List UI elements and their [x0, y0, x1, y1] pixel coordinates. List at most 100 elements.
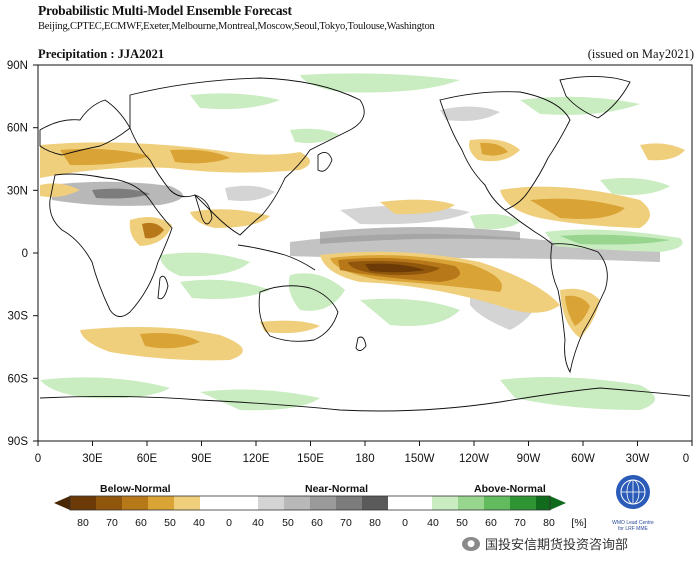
legend-swatch: [258, 496, 284, 510]
lon-label: 60W: [571, 453, 595, 465]
newzealand-coast: [355, 336, 367, 351]
lat-label-eq: 0: [22, 248, 28, 260]
above-normal-patch: [200, 389, 320, 411]
legend-tick: 70: [106, 517, 118, 529]
lon-label: 180: [355, 453, 374, 465]
chart-title: Probabilistic Multi-Model Ensemble Forec…: [38, 3, 292, 18]
wmo-logo-text: WMO Lead Centre for LRF MME: [612, 520, 654, 532]
legend-swatch: [432, 496, 458, 510]
legend-swatch: [536, 496, 550, 510]
legend-tick: 60: [135, 517, 147, 529]
lat-label-30n: 30N: [7, 185, 28, 197]
legend-tick: 70: [340, 517, 352, 529]
below-normal-patch: [170, 149, 230, 164]
lon-label: 120W: [459, 453, 489, 465]
below-normal-patch: [142, 222, 164, 239]
lon-label: 150E: [297, 453, 324, 465]
lon-label: 90W: [517, 453, 541, 465]
central-america-coast: [504, 209, 553, 245]
below-normal-patch: [380, 199, 455, 215]
legend-swatch: [510, 496, 536, 510]
legend-swatch: [310, 496, 336, 510]
above-normal-patch: [40, 377, 170, 399]
legend-below-normal-label: Below-Normal: [100, 483, 171, 495]
below-normal-patch: [480, 142, 508, 156]
legend-tick: 0: [402, 517, 408, 529]
legend-tick: 70: [514, 517, 526, 529]
legend-unit: [%]: [571, 517, 586, 529]
below-normal-patch: [140, 333, 200, 349]
legend-tick: 40: [252, 517, 264, 529]
issued-date: (issued on May2021): [587, 47, 694, 61]
legend-colorbar: [54, 495, 566, 511]
above-normal-patch: [190, 93, 280, 109]
legend-tick: 80: [77, 517, 89, 529]
below-normal-patch: [60, 148, 150, 166]
legend-tick: 50: [282, 517, 294, 529]
legend-above-normal-label: Above-Normal: [474, 483, 546, 495]
above-normal-patch: [470, 214, 520, 230]
above-normal-patch: [600, 178, 670, 195]
above-normal-patch: [160, 252, 250, 277]
legend-swatch: [96, 496, 122, 510]
wmo-logo-icon: [616, 475, 650, 509]
legend-swatch: [484, 496, 510, 510]
watermark-text: 国投安信期货投资咨询部: [485, 538, 629, 553]
coastlines: [39, 75, 691, 412]
legend-tick: 40: [427, 517, 439, 529]
legend-swatch: [122, 496, 148, 510]
legend-tick: 60: [311, 517, 323, 529]
below-normal-patch: [40, 183, 80, 198]
legend-swatch: [388, 496, 432, 510]
lon-label: 150W: [404, 453, 434, 465]
maritime-coast: [237, 244, 316, 271]
near-normal-patch: [92, 188, 150, 199]
lat-label-30s: 30S: [8, 311, 29, 323]
watermark: ● 国投安信期货投资咨询部: [462, 534, 628, 553]
near-normal-patch: [440, 106, 500, 121]
greenland-coast: [559, 75, 631, 119]
below-normal-patch: [365, 263, 425, 273]
below-normal-patch: [260, 320, 320, 334]
below-normal-patch: [565, 295, 590, 326]
australia-coast: [258, 285, 339, 342]
legend-tick: 50: [456, 517, 468, 529]
legend-swatch: [284, 496, 310, 510]
north-america-coast: [439, 91, 571, 211]
above-normal-patch: [290, 128, 340, 144]
legend-tick: 40: [193, 517, 205, 529]
lon-ticks: [37, 441, 693, 446]
above-normal-patch: [360, 298, 460, 326]
lat-label-90s: 90S: [8, 436, 29, 448]
below-normal-patch: [640, 143, 685, 161]
lon-label: 0: [35, 453, 41, 465]
legend-swatch: [70, 496, 96, 510]
lon-label: 30E: [82, 453, 103, 465]
legend-swatch: [362, 496, 388, 510]
south-america-coast: [550, 243, 608, 374]
lat-label-60n: 60N: [7, 123, 28, 135]
legend-swatch: [458, 496, 484, 510]
lon-label: 30W: [626, 453, 650, 465]
lon-label: 120E: [243, 453, 270, 465]
above-normal-patch: [180, 279, 270, 299]
legend-tick: 80: [543, 517, 555, 529]
above-normal-patch: [300, 73, 460, 93]
lat-label-90n: 90N: [7, 60, 28, 72]
centers-list: Beijing,CPTEC,ECMWF,Exeter,Melbourne,Mon…: [38, 21, 435, 32]
near-normal-patch: [320, 227, 520, 244]
wechat-icon: ●: [462, 536, 480, 551]
legend-swatch: [336, 496, 362, 510]
lon-label: 90E: [191, 453, 212, 465]
lon-label: 60E: [137, 453, 158, 465]
japan-coast: [317, 151, 333, 172]
legend-ticks: 80 70 60 50 40 0 40 50 60 70 80 0 40 50 …: [77, 517, 587, 529]
legend-tick: 80: [369, 517, 381, 529]
lat-label-60s: 60S: [8, 373, 29, 385]
above-normal-patch: [560, 234, 670, 245]
below-normal-patch: [190, 209, 270, 228]
legend-right-arrow: [550, 496, 566, 510]
legend-swatch: [200, 496, 258, 510]
legend-tick: 0: [226, 517, 232, 529]
